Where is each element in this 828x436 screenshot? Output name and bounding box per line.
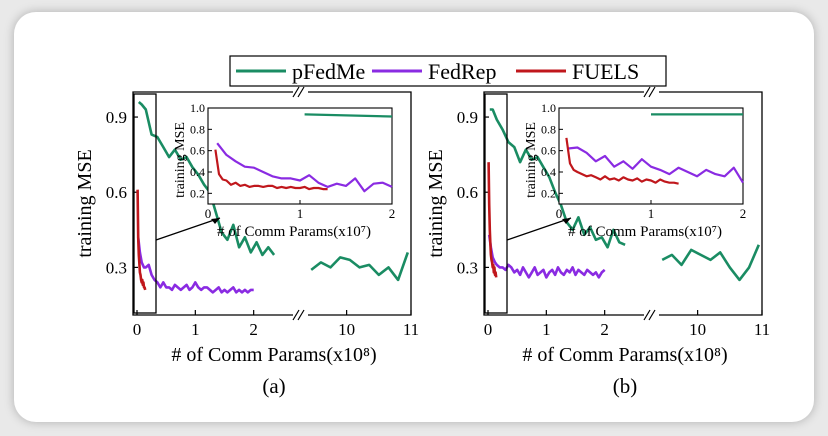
inset-plot: 0.2 0.4 0.6 0.8 1.0 0 1 2 # of Comm Params(x10⁷)… xyxy=(524,101,746,240)
x-tick-label: 2 xyxy=(249,320,258,339)
y-tick-label: 0.6 xyxy=(106,183,127,202)
inset-y-tick-label: 1.0 xyxy=(190,101,205,115)
x-tick-label: 1 xyxy=(191,320,200,339)
x-tick-label: 10 xyxy=(338,320,355,339)
series-line-fedrep xyxy=(487,234,606,279)
zoom-arrowhead xyxy=(562,218,571,224)
zoom-arrowhead xyxy=(211,218,220,224)
inset-plot: 0.2 0.4 0.6 0.8 1.0 0 1 2 # of Comm Params(x10⁷)… xyxy=(173,101,395,240)
series-line-pfedme xyxy=(310,251,410,282)
inset-x-tick-label: 0 xyxy=(205,206,212,221)
axes-frame-left xyxy=(483,91,644,316)
inset-y-tick-label: 0.2 xyxy=(541,186,556,200)
y-tick-label: 0.6 xyxy=(457,183,478,202)
x-tick-label: 0 xyxy=(133,320,142,339)
inset-y-axis-label: training MSE xyxy=(173,122,188,198)
inset-y-tick-label: 0.4 xyxy=(541,165,556,179)
y-tick-label: 0.9 xyxy=(457,108,478,127)
inset-x-tick-label: 0 xyxy=(556,206,563,221)
axes-frame-left xyxy=(132,91,293,316)
inset-y-tick-label: 0.8 xyxy=(541,122,556,136)
series-line-fuels xyxy=(487,162,498,278)
inset-x-tick-label: 1 xyxy=(648,206,655,221)
inset-frame xyxy=(558,107,744,205)
axis-break-mark xyxy=(292,309,300,321)
inset-x-axis-label: # of Comm Params(x10⁷) xyxy=(568,224,722,240)
x-tick-label: 1 xyxy=(542,320,551,339)
inset-series-line-pfedme xyxy=(304,113,393,118)
legend-label-pfedme: pFedMe xyxy=(292,59,365,84)
x-tick-label: 10 xyxy=(689,320,706,339)
figure-card: pFedMe FedRep FUELS 0.3 0.6 0.9 0 1 2 10 11 # of Co… xyxy=(14,12,814,422)
axis-break-mark xyxy=(643,309,651,321)
zoom-box xyxy=(484,93,508,314)
zoom-box xyxy=(133,93,157,314)
x-axis-label: # of Comm Params(x10⁸) xyxy=(522,344,727,366)
x-tick-label: 2 xyxy=(600,320,609,339)
axis-break-mark xyxy=(297,309,305,321)
x-tick-label: 0 xyxy=(484,320,493,339)
inset-y-tick-label: 1.0 xyxy=(541,101,556,115)
zoom-arrow xyxy=(506,217,572,241)
y-axis-label: training MSE xyxy=(74,149,96,257)
series-line-fedrep xyxy=(136,237,254,294)
series-line-pfedme xyxy=(661,244,760,282)
y-tick-label: 0.3 xyxy=(457,258,478,277)
series-line-fuels xyxy=(136,189,147,291)
zoom-arrow xyxy=(155,217,221,241)
panel-label: (a) xyxy=(262,374,285,398)
x-axis-label: # of Comm Params(x10⁸) xyxy=(171,344,376,366)
axis-break-mark xyxy=(643,86,651,98)
y-tick-label: 0.9 xyxy=(106,108,127,127)
inset-x-tick-label: 1 xyxy=(297,206,304,221)
y-tick-label: 0.3 xyxy=(106,258,127,277)
inset-y-axis-label: training MSE xyxy=(524,122,539,198)
inset-x-tick-label: 2 xyxy=(740,206,747,221)
legend-label-fuels: FUELS xyxy=(572,59,639,84)
legend-box xyxy=(229,55,667,87)
axis-break-mark xyxy=(292,86,300,98)
axis-break-mark xyxy=(648,309,656,321)
inset-x-axis-label: # of Comm Params(x10⁷) xyxy=(217,224,371,240)
axes-frame-right xyxy=(308,91,412,316)
y-axis-label: training MSE xyxy=(425,149,447,257)
panel-b: 0.30.60.90 1 2 10 11# of Comm Params(x10⁸)tr… xyxy=(425,86,770,398)
inset-series-line-fedrep xyxy=(216,142,393,193)
inset-series-line-fedrep xyxy=(568,146,744,184)
inset-y-tick-label: 0.4 xyxy=(190,165,205,179)
inset-series-line-fuels xyxy=(214,149,328,191)
panel-label: (b) xyxy=(613,374,638,398)
series-line-pfedme xyxy=(489,108,626,249)
legend: pFedMe FedRep FUELS xyxy=(229,55,667,87)
inset-y-tick-label: 0.8 xyxy=(190,122,205,136)
axes-frame-right xyxy=(659,91,763,316)
inset-y-tick-label: 0.6 xyxy=(541,144,556,158)
panel-a: 0.30.60.90 1 2 10 11# of Comm Params(x10⁸)tr… xyxy=(74,86,419,398)
legend-label-fedrep: FedRep xyxy=(428,59,496,84)
inset-y-tick-label: 0.6 xyxy=(190,144,205,158)
axis-break-mark xyxy=(648,86,656,98)
axis-break-mark xyxy=(297,86,305,98)
series-line-pfedme xyxy=(137,101,276,257)
x-tick-label: 11 xyxy=(754,320,770,339)
inset-series-line-fuels xyxy=(565,137,679,185)
inset-y-tick-label: 0.2 xyxy=(190,186,205,200)
inset-x-tick-label: 2 xyxy=(389,206,396,221)
x-tick-label: 11 xyxy=(403,320,419,339)
